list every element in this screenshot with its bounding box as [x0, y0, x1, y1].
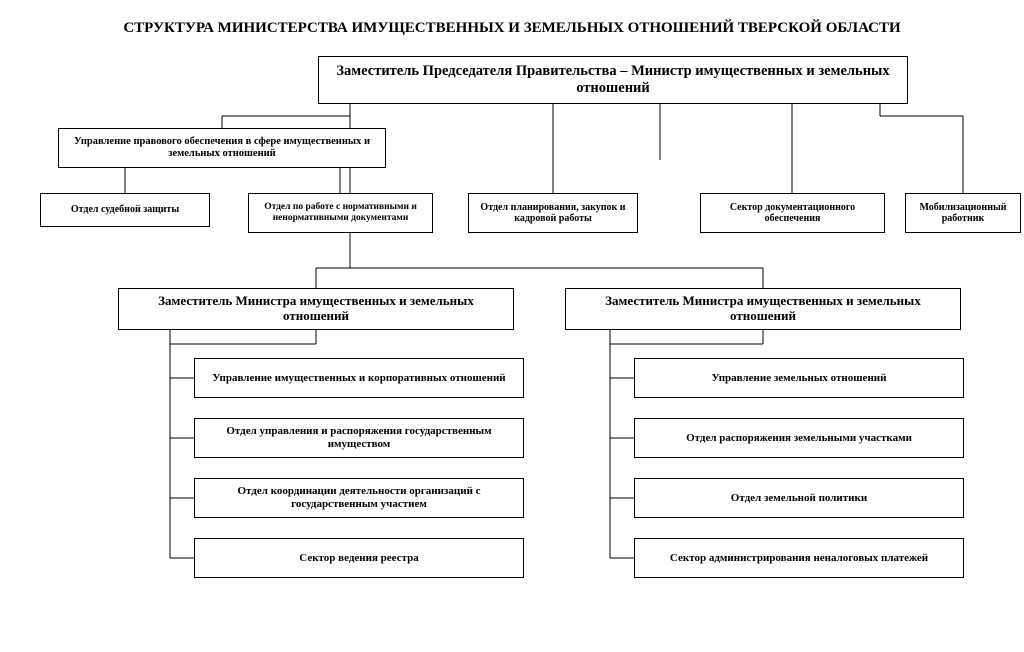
node-deputy-a-label: Заместитель Министра имущественных и зем… [125, 294, 507, 324]
node-plan-sec: Отдел планирования, закупок и кадровой р… [468, 193, 638, 233]
node-b3: Отдел земельной политики [634, 478, 964, 518]
node-plan-sec-label: Отдел планирования, закупок и кадровой р… [475, 202, 631, 225]
node-a2: Отдел управления и распоряжения государс… [194, 418, 524, 458]
node-a1: Управление имущественных и корпоративных… [194, 358, 524, 398]
node-b2-label: Отдел распоряжения земельными участками [686, 432, 912, 445]
node-legal-dept-label: Управление правового обеспечения в сфере… [65, 136, 379, 160]
node-a1-label: Управление имущественных и корпоративных… [212, 372, 505, 385]
node-a4: Сектор ведения реестра [194, 538, 524, 578]
page-title: СТРУКТУРА МИНИСТЕРСТВА ИМУЩЕСТВЕННЫХ И З… [80, 20, 944, 37]
node-mobil-label: Мобилизационный работник [912, 202, 1014, 225]
node-b3-label: Отдел земельной политики [731, 492, 867, 505]
node-root: Заместитель Председателя Правительства –… [318, 56, 908, 104]
node-a3: Отдел координации деятельности организац… [194, 478, 524, 518]
node-doc-sec-label: Сектор документационного обеспечения [707, 202, 878, 225]
node-deputy-b-label: Заместитель Министра имущественных и зем… [572, 294, 954, 324]
node-deputy-a: Заместитель Министра имущественных и зем… [118, 288, 514, 330]
node-court-sec-label: Отдел судебной защиты [71, 204, 179, 216]
node-mobil: Мобилизационный работник [905, 193, 1021, 233]
node-b4: Сектор администрирования неналоговых пла… [634, 538, 964, 578]
node-doc-sec: Сектор документационного обеспечения [700, 193, 885, 233]
node-a4-label: Сектор ведения реестра [299, 552, 418, 565]
org-chart-stage: { "type": "org-chart", "page": { "width"… [0, 0, 1024, 652]
node-a3-label: Отдел координации деятельности организац… [201, 485, 517, 510]
node-b2: Отдел распоряжения земельными участками [634, 418, 964, 458]
node-b1-label: Управление земельных отношений [712, 372, 887, 385]
node-a2-label: Отдел управления и распоряжения государс… [201, 425, 517, 450]
node-b4-label: Сектор администрирования неналоговых пла… [670, 552, 928, 565]
node-legal-dept: Управление правового обеспечения в сфере… [58, 128, 386, 168]
node-court-sec: Отдел судебной защиты [40, 193, 210, 227]
node-norm-sec: Отдел по работе с нормативными и ненорма… [248, 193, 433, 233]
node-deputy-b: Заместитель Министра имущественных и зем… [565, 288, 961, 330]
node-root-label: Заместитель Председателя Правительства –… [325, 63, 901, 96]
node-b1: Управление земельных отношений [634, 358, 964, 398]
node-norm-sec-label: Отдел по работе с нормативными и ненорма… [255, 202, 426, 224]
